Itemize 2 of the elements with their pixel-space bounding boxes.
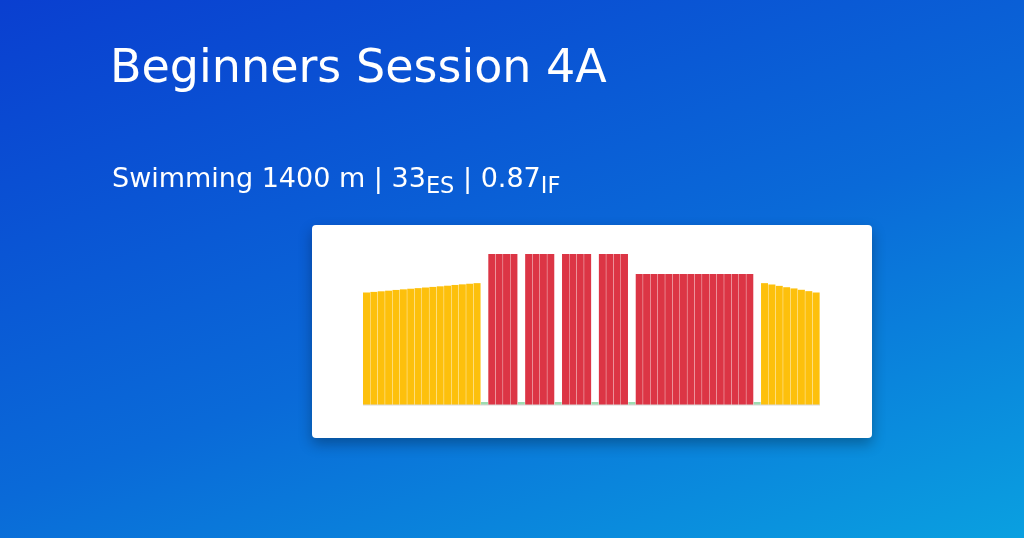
chart-title: Beginners Session 4A <box>110 38 608 94</box>
chart-subtitle: Swimming 1400 m | 33$_{ES}$ | 0.87$_{IF}$ <box>112 162 561 199</box>
